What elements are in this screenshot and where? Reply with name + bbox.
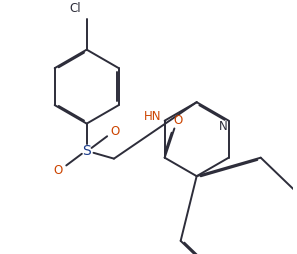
Text: O: O: [174, 114, 183, 127]
Text: HN: HN: [144, 110, 162, 123]
Text: Cl: Cl: [69, 2, 81, 15]
Text: N: N: [219, 120, 227, 133]
Text: O: O: [110, 125, 120, 138]
Text: O: O: [54, 164, 63, 177]
Text: S: S: [82, 144, 91, 158]
